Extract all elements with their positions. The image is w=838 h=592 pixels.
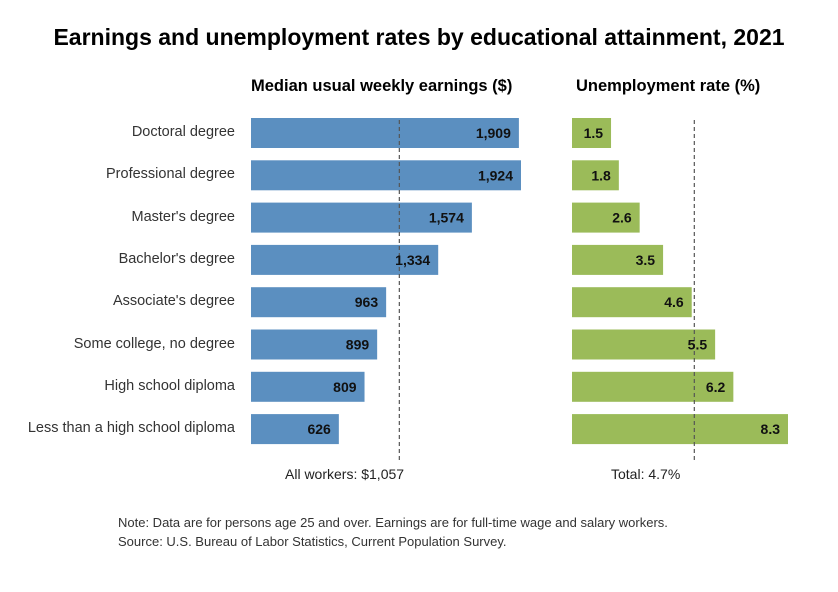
bar — [572, 160, 619, 191]
category-label: High school diploma — [104, 377, 235, 394]
data-label: 1.8 — [591, 167, 611, 183]
data-label: 899 — [346, 337, 370, 353]
category-label: Some college, no degree — [73, 335, 235, 352]
data-label: 4.6 — [664, 294, 684, 310]
data-label: 3.5 — [636, 252, 656, 268]
data-label: 1.5 — [584, 125, 604, 141]
chart-title: Earnings and unemployment rates by educa… — [53, 24, 785, 50]
earnings-panel-title: Median usual weekly earnings ($) — [251, 77, 513, 95]
bar — [251, 329, 378, 360]
source-text: Source: U.S. Bureau of Labor Statistics,… — [118, 534, 507, 549]
data-label: 626 — [307, 421, 331, 437]
bar — [251, 160, 521, 191]
bar — [251, 118, 519, 148]
data-label: 1,574 — [429, 210, 464, 226]
bar — [251, 202, 472, 233]
bar — [572, 414, 788, 445]
data-label: 5.5 — [688, 337, 708, 353]
data-label: 6.2 — [706, 379, 726, 395]
bar — [572, 371, 734, 402]
data-label: 1,909 — [476, 125, 511, 141]
bar — [251, 287, 387, 318]
bar — [572, 202, 640, 233]
data-label: 1,334 — [395, 252, 430, 268]
data-label: 2.6 — [612, 210, 632, 226]
category-label: Master's degree — [131, 208, 235, 225]
data-label: 809 — [333, 379, 357, 395]
data-label: 963 — [355, 294, 379, 310]
category-label: Doctoral degree — [131, 124, 235, 140]
bar — [251, 371, 365, 402]
unemployment-reference-label: Total: 4.7% — [611, 466, 681, 482]
category-label: Less than a high school diploma — [27, 420, 235, 437]
bar — [572, 118, 612, 148]
category-label: Associate's degree — [112, 293, 235, 310]
data-label: 1,924 — [478, 167, 513, 183]
bar — [251, 414, 339, 445]
bar — [251, 244, 439, 275]
bar — [572, 287, 692, 318]
category-label: Professional degree — [106, 166, 235, 183]
data-label: 8.3 — [761, 421, 781, 437]
earnings-reference-label: All workers: $1,057 — [285, 466, 405, 482]
note-text: Note: Data are for persons age 25 and ov… — [118, 515, 668, 530]
bar — [572, 329, 716, 360]
bar — [572, 244, 664, 275]
unemployment-panel-title: Unemployment rate (%) — [576, 77, 761, 95]
category-label: Bachelor's degree — [118, 250, 235, 267]
